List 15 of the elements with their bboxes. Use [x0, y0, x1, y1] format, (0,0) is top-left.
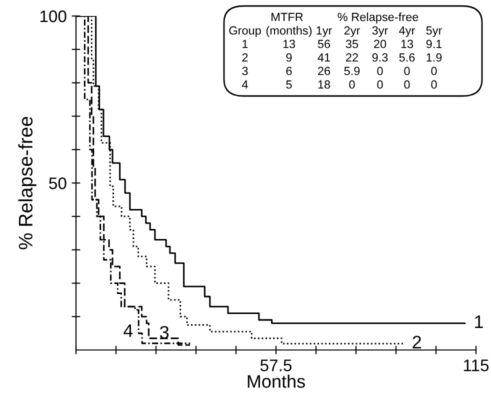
y-tick-label: 100: [40, 10, 66, 22]
series-label: 2: [412, 336, 421, 348]
text: MTFR % Relapse-free: [272, 12, 418, 24]
text: 4 5 18 0 0 0 0: [242, 80, 437, 89]
x-tick-label: 115: [464, 360, 489, 372]
series-label: 1: [475, 316, 483, 328]
x-tick-label: 57.5: [260, 360, 292, 372]
annotation: Group (months) 1yr 2yr 3yr 4yr 5yr: [229, 26, 442, 37]
y-tick-label: 50: [49, 177, 66, 190]
series-label: 4: [124, 324, 133, 337]
text: 3 6 26 5.9 0 0 0: [242, 66, 437, 76]
text: 1 13 56 35 20 13 9.1: [242, 40, 442, 48]
text: 2 9 41 22 9.3 5.6 1.9: [242, 53, 442, 62]
x-axis-title: Months: [248, 374, 305, 388]
y-axis-title: % Relapse-free: [18, 116, 36, 250]
